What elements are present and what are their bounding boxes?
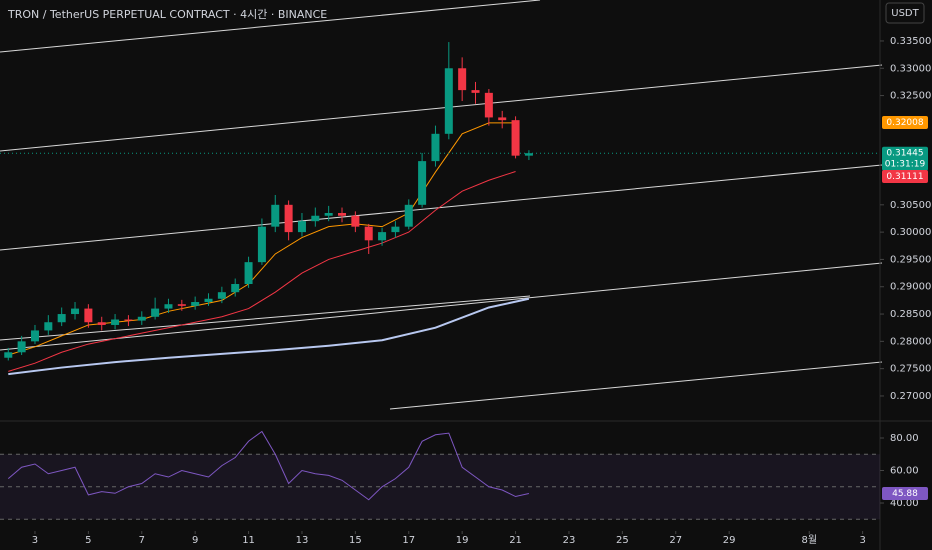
countdown: 01:31:19 <box>885 160 926 170</box>
candle-body <box>57 314 66 323</box>
candle-body <box>244 262 253 285</box>
moving-average <box>8 297 530 376</box>
candle-body <box>511 120 520 156</box>
price-tag-label: 0.31445 <box>886 149 923 159</box>
candle-body <box>191 302 200 306</box>
candle-body <box>4 352 13 358</box>
candle-body <box>124 319 133 321</box>
trend-line <box>0 164 883 251</box>
candle-body <box>284 204 293 233</box>
x-tick-label: 23 <box>563 535 576 546</box>
candle-body <box>97 322 106 325</box>
currency-button[interactable] <box>885 2 925 24</box>
y-tick-label: 0.33500 <box>890 36 931 47</box>
candle-body <box>471 90 480 93</box>
candle-body <box>324 213 333 216</box>
rsi-tick-label: 80.00 <box>890 433 919 444</box>
x-tick-label: 29 <box>723 535 736 546</box>
trend-line <box>0 262 883 351</box>
candle-body <box>418 161 427 205</box>
candle-body <box>338 213 347 216</box>
candle-body <box>404 204 413 227</box>
rsi-tick-label: 40.00 <box>890 498 919 509</box>
trend-line <box>389 361 883 410</box>
x-tick-label: 9 <box>192 535 198 546</box>
x-tick-label: 5 <box>85 535 91 546</box>
candle-body <box>257 226 266 263</box>
trend-line <box>0 295 531 341</box>
rsi-tick-label: 60.00 <box>890 466 919 477</box>
y-tick-label: 0.29500 <box>890 254 931 265</box>
x-tick-label: 3 <box>859 535 865 546</box>
x-tick-label: 15 <box>349 535 362 546</box>
x-tick-label: 13 <box>296 535 309 546</box>
y-tick-label: 0.30500 <box>890 200 931 211</box>
candle-body <box>458 68 467 91</box>
candle-body <box>204 298 213 303</box>
moving-average <box>8 171 516 372</box>
candle-body <box>364 226 373 241</box>
x-tick-label: 19 <box>456 535 469 546</box>
candle-body <box>84 308 93 323</box>
candle-body <box>351 215 360 227</box>
y-tick-label: 0.30000 <box>890 227 931 238</box>
candle-body <box>311 215 320 222</box>
x-tick-label: 7 <box>139 535 145 546</box>
x-tick-label: 27 <box>669 535 682 546</box>
currency[interactable]: USDT <box>891 8 919 19</box>
candle-body <box>111 319 120 325</box>
price-tag <box>882 169 928 183</box>
moving-average <box>8 122 516 356</box>
candle-body <box>444 68 453 134</box>
rsi-value-label: 45.88 <box>892 489 918 499</box>
candle-body <box>431 133 440 162</box>
y-tick-label: 0.27500 <box>890 364 931 375</box>
y-tick-label: 0.29000 <box>890 282 931 293</box>
price-tag-label: 0.31111 <box>886 172 923 182</box>
candle-body <box>177 304 186 306</box>
x-tick-label: 25 <box>616 535 629 546</box>
rsi-line <box>7 430 530 501</box>
y-tick-label: 0.33000 <box>890 63 931 74</box>
y-tick-label: 0.32500 <box>890 91 931 102</box>
candle-body <box>217 292 226 299</box>
x-tick-label: 11 <box>242 535 255 546</box>
chart-title: TRON / TetherUS PERPETUAL CONTRACT · 4시간… <box>7 8 327 21</box>
price-tag <box>882 146 928 171</box>
price-tag <box>882 115 928 129</box>
x-tick-label: 3 <box>32 535 38 546</box>
candle-body <box>391 226 400 233</box>
trend-lines <box>0 0 883 410</box>
x-tick-label: 21 <box>509 535 522 546</box>
candle-body <box>151 308 160 317</box>
y-tick-label: 0.28000 <box>890 336 931 347</box>
x-tick-label: 8월 <box>801 534 817 546</box>
candle-body <box>164 304 173 309</box>
trend-line <box>0 0 541 53</box>
candle-body <box>30 330 39 342</box>
candle-body <box>271 204 280 227</box>
candle-body <box>498 117 507 121</box>
candle-body <box>524 153 533 156</box>
price-tag-label: 0.32008 <box>886 118 923 128</box>
candle-body <box>17 341 26 353</box>
trend-line <box>0 64 883 152</box>
y-tick-label: 0.27000 <box>890 391 931 402</box>
candle-body <box>297 221 306 233</box>
candle-body <box>378 232 387 241</box>
rsi-value-tag <box>882 486 928 500</box>
y-tick-label: 0.28500 <box>890 309 931 320</box>
candle-body <box>484 92 493 118</box>
candle-body <box>71 308 80 315</box>
candle-body <box>231 284 240 293</box>
x-tick-label: 17 <box>402 535 415 546</box>
candle-body <box>44 322 53 331</box>
candle-body <box>137 316 146 321</box>
